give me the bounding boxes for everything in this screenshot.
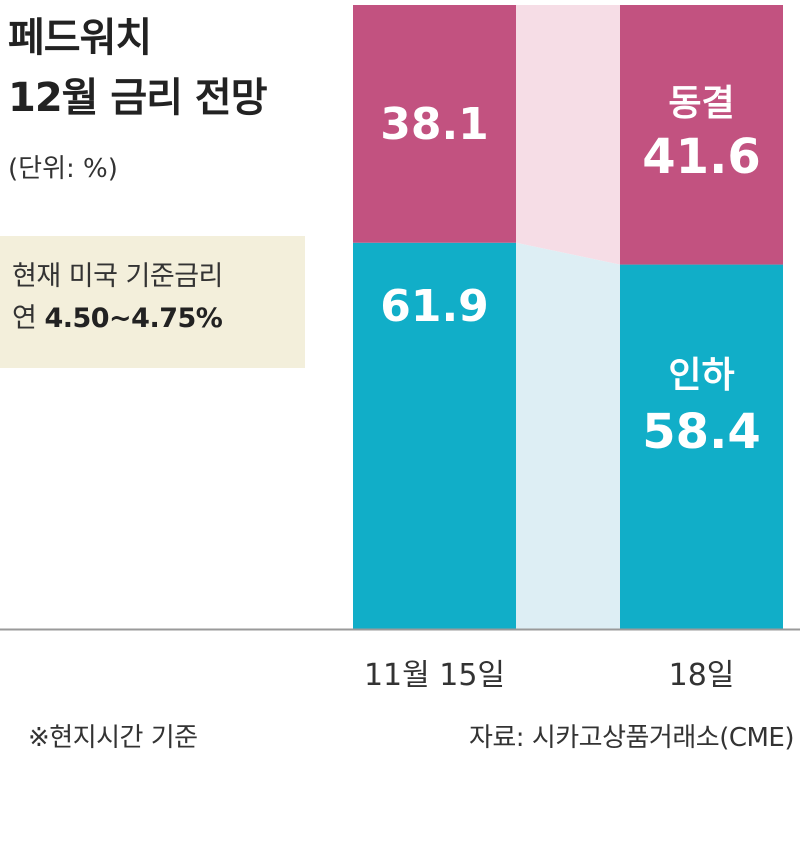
footnote: ※현지시간 기준 bbox=[28, 723, 198, 753]
value-label-nov15-cut: 61.9 bbox=[380, 281, 489, 332]
current-rate-value: 4.50~4.75% bbox=[44, 302, 223, 334]
x-tick-nov15: 11월 15일 bbox=[364, 658, 505, 693]
current-rate-box: 현재 미국 기준금리 연 4.50~4.75% bbox=[0, 236, 305, 368]
bar-nov15-cut bbox=[353, 242, 516, 629]
current-rate-prefix: 연 bbox=[12, 302, 37, 334]
cut-connector bbox=[516, 242, 620, 629]
x-tick-18: 18일 bbox=[669, 658, 735, 693]
value-label-18-hold: 41.6 bbox=[642, 129, 760, 185]
series-label-hold: 동결 bbox=[668, 83, 734, 124]
value-label-nov15-hold: 38.1 bbox=[380, 99, 489, 150]
bar-nov15-hold bbox=[353, 5, 516, 243]
series-label-cut: 인하 bbox=[668, 355, 734, 396]
source-note: 자료: 시카고상품거래소(CME) bbox=[468, 723, 795, 753]
current-rate-line: 연 4.50~4.75% bbox=[12, 298, 305, 340]
bar-18-hold bbox=[620, 5, 783, 265]
unit-label: (단위: %) bbox=[8, 154, 118, 184]
value-label-18-cut: 58.4 bbox=[642, 404, 760, 460]
current-rate-caption: 현재 미국 기준금리 bbox=[12, 261, 223, 292]
hold-connector bbox=[516, 5, 620, 265]
chart-title-line1: 페드워치 bbox=[8, 15, 152, 61]
bar-18-cut bbox=[620, 264, 783, 629]
chart-title-line2: 12월 금리 전망 bbox=[8, 75, 268, 121]
